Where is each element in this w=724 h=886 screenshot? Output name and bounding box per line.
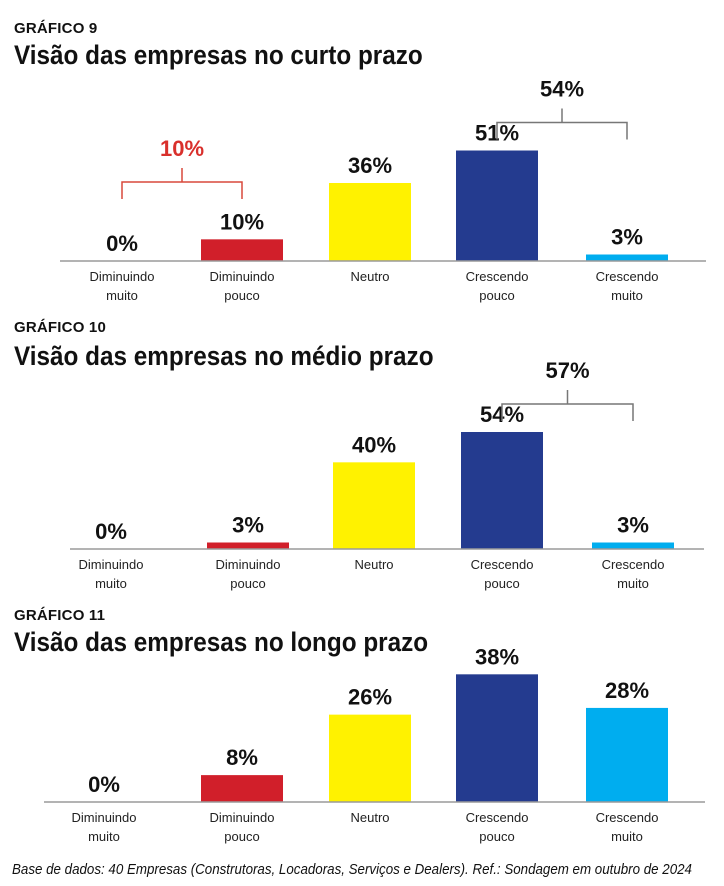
group-label: 10% [160, 136, 204, 161]
tick-label: Diminuindo [209, 810, 274, 825]
chart-9-plot: 0% Diminuindo muito 10% Diminuindo pouco 36% Ne… [60, 77, 706, 303]
tick-label: muito [88, 829, 120, 844]
data-label: 26% [348, 685, 392, 710]
tick-label: Crescendo [602, 557, 665, 572]
group-label: 57% [545, 358, 589, 383]
tick-label: Diminuindo [71, 810, 136, 825]
group-label: 54% [540, 77, 584, 102]
data-label: 40% [352, 432, 396, 457]
bar [333, 462, 415, 549]
tick-label: Neutro [354, 557, 393, 572]
tick-label: muito [611, 829, 643, 844]
data-label: 3% [232, 513, 264, 538]
tick-label: Diminuindo [89, 269, 154, 284]
data-label: 36% [348, 153, 392, 178]
bar [207, 542, 289, 549]
chart-11-plot: 0% Diminuindo muito 8% Diminuindo pouco 26% Neu… [44, 644, 705, 844]
tick-label: Crescendo [596, 269, 659, 284]
tick-label: Crescendo [471, 557, 534, 572]
bar [201, 775, 283, 802]
bar [456, 674, 538, 802]
data-label: 38% [475, 644, 519, 669]
tick-label: Neutro [350, 810, 389, 825]
footer-note: Base de dados: 40 Empresas (Construtoras… [12, 862, 692, 878]
tick-label: muito [611, 288, 643, 303]
chart-title: Visão das empresas no longo prazo [14, 627, 429, 657]
tick-label: pouco [484, 576, 519, 591]
bar [329, 183, 411, 261]
tick-label: muito [95, 576, 127, 591]
bar [586, 707, 668, 802]
tick-label: Diminuindo [78, 557, 143, 572]
tick-label: pouco [479, 288, 514, 303]
tick-label: Diminuindo [215, 557, 280, 572]
bar [201, 239, 283, 261]
tick-label: muito [106, 288, 138, 303]
data-label: 8% [226, 745, 258, 770]
tick-label: pouco [224, 829, 259, 844]
data-label: 3% [611, 225, 643, 250]
bar [592, 542, 674, 549]
tick-label: Crescendo [596, 810, 659, 825]
bar [456, 150, 538, 261]
chart-10-plot: 0% Diminuindo muito 3% Diminuindo pouco 40% Neu… [70, 358, 704, 591]
tick-label: Crescendo [466, 269, 529, 284]
chart-kicker: GRÁFICO 10 [14, 319, 107, 336]
bar [329, 714, 411, 802]
data-label: 0% [95, 519, 127, 544]
chart-title: Visão das empresas no curto prazo [14, 40, 423, 70]
data-label: 0% [88, 772, 120, 797]
chart-kicker: GRÁFICO 9 [14, 20, 98, 37]
tick-label: pouco [230, 576, 265, 591]
bar [461, 432, 543, 549]
group-bracket [121, 181, 243, 199]
chart-10: GRÁFICO 10 Visão das empresas no médio p… [0, 310, 724, 605]
bar [586, 254, 668, 261]
chart-11: GRÁFICO 11 Visão das empresas no longo p… [0, 605, 724, 860]
chart-title: Visão das empresas no médio prazo [14, 341, 434, 371]
data-label: 10% [220, 209, 264, 234]
data-label: 3% [617, 513, 649, 538]
data-label: 28% [605, 678, 649, 703]
chart-kicker: GRÁFICO 11 [14, 607, 106, 624]
tick-label: Diminuindo [209, 269, 274, 284]
tick-label: Crescendo [466, 810, 529, 825]
tick-label: muito [617, 576, 649, 591]
chart-9: GRÁFICO 9 Visão das empresas no curto pr… [0, 0, 724, 310]
tick-label: pouco [224, 288, 259, 303]
data-label: 0% [106, 231, 138, 256]
tick-label: pouco [479, 829, 514, 844]
tick-label: Neutro [350, 269, 389, 284]
